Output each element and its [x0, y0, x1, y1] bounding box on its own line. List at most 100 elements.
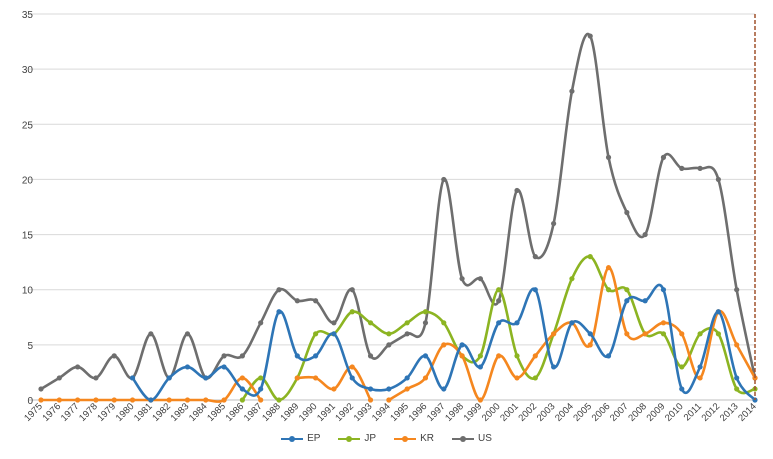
data-point-us — [715, 176, 721, 183]
data-point-us — [221, 353, 227, 359]
data-point-us — [276, 287, 282, 293]
x-tick-label: 2006 — [590, 401, 613, 424]
data-point-us — [38, 386, 44, 392]
data-point-us — [587, 33, 593, 39]
data-point-ep — [129, 375, 136, 381]
data-point-jp — [660, 331, 667, 337]
data-point-kr — [642, 331, 648, 337]
data-point-ep — [294, 353, 300, 359]
legend-swatch-us — [452, 434, 474, 444]
data-point-kr — [258, 397, 264, 403]
data-point-jp — [313, 331, 319, 337]
data-point-ep — [734, 375, 740, 381]
data-point-kr — [56, 397, 62, 403]
y-tick-label: 20 — [22, 175, 34, 186]
data-point-ep — [313, 353, 319, 359]
data-point-us — [679, 165, 685, 171]
legend-swatch-ep — [281, 434, 304, 444]
data-point-us — [532, 254, 538, 260]
data-point-jp — [404, 320, 410, 326]
x-tick-label: 1997 — [425, 401, 448, 424]
data-point-ep — [605, 353, 612, 359]
data-point-ep — [148, 397, 154, 403]
data-point-jp — [349, 309, 355, 315]
data-point-us — [404, 331, 410, 337]
data-point-ep — [660, 287, 667, 293]
data-point-jp — [605, 287, 612, 293]
data-point-ep — [587, 331, 593, 337]
data-point-kr — [349, 364, 355, 370]
data-point-us — [367, 353, 374, 359]
x-tick-label: 2011 — [682, 401, 704, 423]
data-point-kr — [441, 342, 447, 348]
data-point-us — [605, 154, 612, 160]
data-point-kr — [532, 353, 538, 359]
y-tick-label: 25 — [22, 120, 34, 131]
data-point-jp — [367, 320, 374, 326]
gridlines — [29, 13, 755, 401]
data-point-us — [697, 165, 703, 171]
data-point-kr — [459, 353, 465, 359]
y-tick-label: 30 — [22, 65, 34, 76]
y-tick-label: 35 — [22, 10, 34, 21]
data-point-jp — [697, 331, 703, 337]
data-point-us — [56, 375, 62, 381]
data-point-kr — [367, 397, 374, 403]
data-point-ep — [441, 386, 447, 392]
x-tick-label: 1978 — [77, 401, 100, 424]
data-point-jp — [569, 276, 575, 282]
data-point-us — [239, 353, 245, 359]
data-point-jp — [276, 397, 282, 403]
data-point-ep — [697, 364, 703, 370]
x-tick-label: 2002 — [516, 401, 539, 424]
data-point-ep — [331, 331, 337, 337]
x-tick-label: 1977 — [59, 401, 82, 424]
data-point-kr — [697, 375, 703, 381]
data-point-kr — [331, 386, 337, 392]
x-tick-label: 1999 — [462, 401, 485, 424]
data-point-ep — [679, 386, 685, 392]
data-point-us — [331, 320, 337, 326]
x-tick-label: 1984 — [187, 401, 210, 424]
x-tick-label: 1994 — [370, 401, 393, 424]
data-point-kr — [111, 397, 117, 403]
data-point-us — [477, 276, 483, 282]
data-point-us — [496, 298, 502, 304]
x-tick-label: 1989 — [278, 401, 301, 424]
y-tick-label: 5 — [27, 341, 33, 352]
data-point-us — [734, 287, 740, 293]
data-point-kr — [313, 375, 319, 381]
data-point-kr — [496, 353, 502, 359]
x-tick-label: 2013 — [718, 401, 741, 424]
data-point-kr — [386, 397, 392, 403]
data-point-kr — [129, 397, 136, 403]
x-tick-label: 2014 — [736, 401, 759, 424]
data-point-ep — [367, 386, 374, 392]
y-tick-label: 10 — [22, 286, 34, 297]
data-point-ep — [551, 364, 557, 370]
x-tick-label: 1996 — [407, 401, 430, 424]
data-point-us — [514, 187, 520, 194]
data-point-ep — [624, 298, 630, 304]
x-tick-label: 1993 — [352, 401, 375, 424]
x-tick-label: 1986 — [224, 401, 247, 424]
legend-item-us: US — [452, 433, 492, 444]
data-point-us — [93, 375, 99, 381]
series-markers — [38, 33, 758, 403]
data-point-us — [386, 342, 392, 348]
data-point-ep — [386, 386, 392, 392]
data-point-ep — [184, 364, 191, 370]
data-point-kr — [239, 375, 245, 381]
data-point-ep — [514, 320, 520, 326]
data-point-ep — [477, 364, 483, 370]
data-point-us — [642, 231, 648, 238]
data-point-jp — [624, 287, 630, 293]
legend-label: EP — [307, 433, 321, 444]
x-tick-label: 2010 — [663, 401, 686, 424]
x-tick-label: 1995 — [388, 401, 411, 424]
x-axis-tick-labels: 1975197619771978197919801981198219831984… — [22, 401, 759, 424]
data-point-jp — [239, 397, 245, 403]
data-point-ep — [166, 375, 172, 381]
data-point-ep — [422, 353, 429, 359]
data-point-kr — [38, 397, 44, 403]
